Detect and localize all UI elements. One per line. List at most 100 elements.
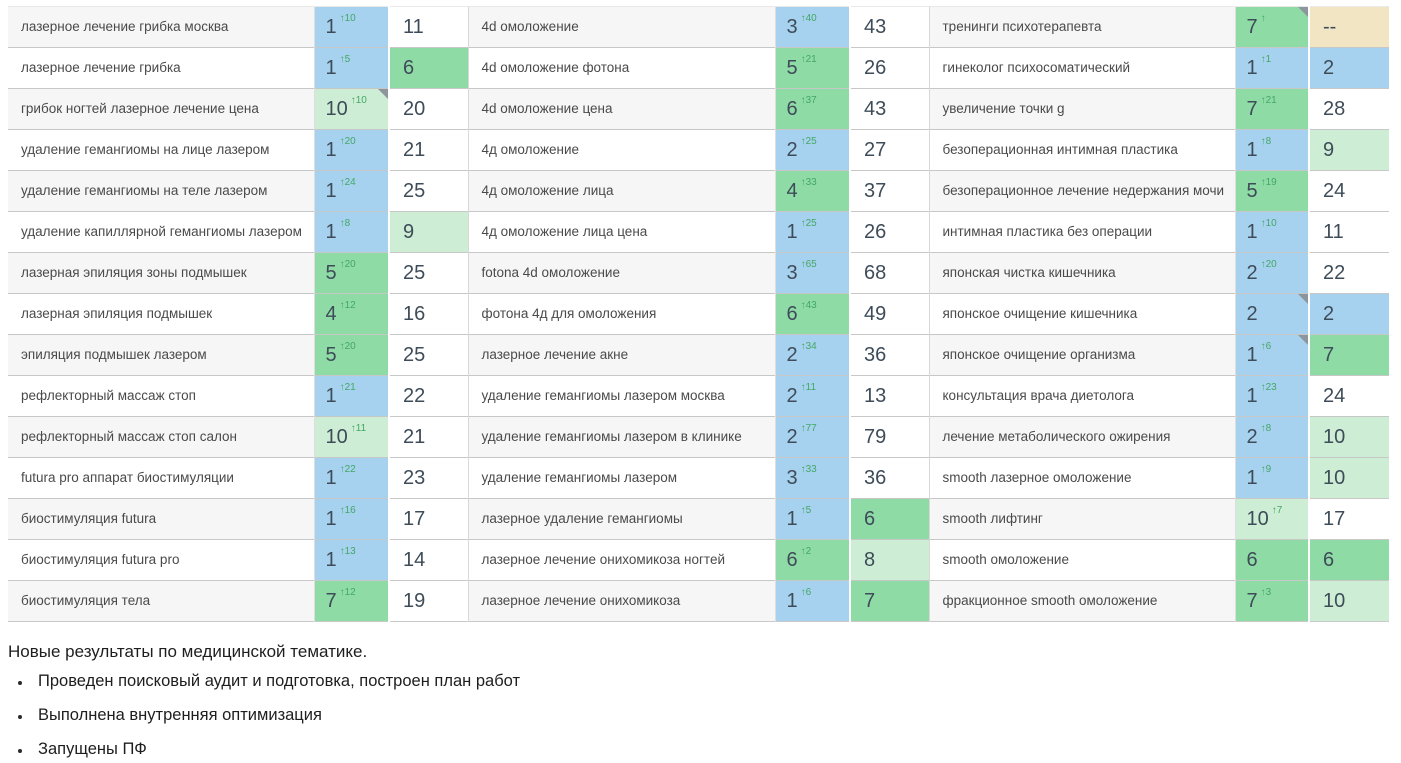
keyword-text: увеличение точки g bbox=[942, 101, 1065, 116]
previous-position-value: 68 bbox=[864, 261, 887, 284]
position-cell: 2 ↑8 bbox=[1234, 416, 1309, 458]
table-row: биостимуляция futura 1 ↑16 17 лазерное удале… bbox=[8, 498, 1389, 540]
position-change-badge: ↑5 bbox=[339, 53, 351, 65]
keyword-cell: удаление гемангиомы на теле лазером bbox=[8, 170, 314, 212]
keyword-text: 4д омоложение лица bbox=[481, 183, 614, 198]
previous-position-cell: 43 bbox=[849, 88, 929, 130]
position-cell: 1 ↑6 bbox=[1234, 334, 1309, 376]
position-value: 1 bbox=[325, 384, 337, 407]
position-change-badge: ↑21 bbox=[339, 381, 356, 393]
corner-marker-icon bbox=[1298, 335, 1308, 345]
keyword-cell: удаление гемангиомы на лице лазером bbox=[8, 129, 314, 171]
position-cell: 6 ↑2 bbox=[774, 539, 850, 581]
keyword-cell: 4d омоложение bbox=[467, 6, 775, 48]
previous-position-cell: 6 bbox=[1308, 539, 1389, 581]
position-cell: 6 ↑43 bbox=[774, 293, 850, 335]
keyword-text: биостимуляция futura pro bbox=[21, 552, 180, 567]
previous-position-cell: 13 bbox=[849, 375, 929, 417]
keyword-cell: лазерное лечение грибка bbox=[8, 47, 314, 89]
position-value: 1 bbox=[1246, 343, 1258, 366]
position-cell: 1 ↑8 bbox=[1234, 129, 1309, 171]
position-cell: 4 ↑33 bbox=[774, 170, 850, 212]
position-cell: 2 ↑34 bbox=[774, 334, 850, 376]
keyword-text: лазерное лечение акне bbox=[481, 347, 629, 362]
previous-position-value: 8 bbox=[864, 548, 876, 571]
position-cell: 6 bbox=[1234, 539, 1309, 581]
keyword-cell: рефлекторный массаж стоп салон bbox=[8, 416, 314, 458]
keyword-cell: fotona 4d омоложение bbox=[467, 252, 775, 294]
keyword-cell: удаление гемангиомы лазером bbox=[467, 457, 775, 499]
position-cell: 3 ↑65 bbox=[774, 252, 850, 294]
position-cell: 1 ↑13 bbox=[313, 539, 389, 581]
keyword-text: тренинги психотерапевта bbox=[942, 19, 1102, 34]
previous-position-value: 9 bbox=[403, 220, 415, 243]
summary-list: Проведен поисковый аудит и подготовка, п… bbox=[8, 672, 1401, 759]
corner-marker-icon bbox=[1298, 7, 1308, 17]
table-row: futura pro аппарат биостимуляции 1 ↑22 23 уд… bbox=[8, 457, 1389, 499]
position-change-badge: ↑3 bbox=[1260, 586, 1272, 598]
table-row: рефлекторный массаж стоп 1 ↑21 22 удаление г… bbox=[8, 375, 1389, 417]
keyword-cell: консультация врача диетолога bbox=[928, 375, 1235, 417]
keyword-text: биостимуляция futura bbox=[21, 511, 157, 526]
previous-position-cell: 17 bbox=[388, 498, 468, 540]
position-cell: 4 ↑12 bbox=[313, 293, 389, 335]
previous-position-value: 25 bbox=[403, 179, 426, 202]
keyword-text: лазерное лечение грибка москва bbox=[21, 19, 229, 34]
previous-position-cell: 25 bbox=[388, 252, 468, 294]
keyword-text: лазерное лечение онихомикоза ногтей bbox=[481, 552, 726, 567]
keyword-text: удаление капиллярной гемангиомы лазером bbox=[21, 224, 302, 239]
position-change-badge: ↑12 bbox=[339, 586, 356, 598]
position-value: 7 bbox=[1246, 97, 1258, 120]
keyword-text: 4д омоложение bbox=[481, 142, 580, 157]
keyword-text: лазерное удаление гемангиомы bbox=[481, 511, 683, 526]
keyword-text: лазерная эпиляция подмышек bbox=[21, 306, 213, 321]
table-row: грибок ногтей лазерное лечение цена 10 ↑10… bbox=[8, 88, 1389, 130]
position-cell: 1 ↑16 bbox=[313, 498, 389, 540]
previous-position-cell: 21 bbox=[388, 129, 468, 171]
keyword-text: фракционное smooth омоложение bbox=[942, 593, 1158, 608]
previous-position-value: 27 bbox=[864, 138, 887, 161]
keyword-text: биостимуляция тела bbox=[21, 593, 151, 608]
table-row: эпиляция подмышек лазером 5 ↑20 25 лазерное … bbox=[8, 334, 1389, 376]
previous-position-cell: 7 bbox=[849, 580, 929, 622]
keyword-text: японское очищение кишечника bbox=[942, 306, 1138, 321]
keyword-cell: тренинги психотерапевта bbox=[928, 6, 1235, 48]
position-value: 2 bbox=[1246, 425, 1258, 448]
position-cell: 10 ↑10 bbox=[313, 88, 389, 130]
previous-position-cell: 20 bbox=[388, 88, 468, 130]
summary-bullet: Запущены ПФ bbox=[32, 740, 1401, 759]
previous-position-cell: 6 bbox=[849, 498, 929, 540]
keyword-cell: безоперационная интимная пластика bbox=[928, 129, 1235, 171]
keyword-text: удаление гемангиомы лазером москва bbox=[481, 388, 725, 403]
keyword-cell: лазерное лечение грибка москва bbox=[8, 6, 314, 48]
position-cell: 2 bbox=[1234, 293, 1309, 335]
keyword-text: рефлекторный массаж стоп bbox=[21, 388, 196, 403]
previous-position-value: -- bbox=[1323, 15, 1337, 38]
previous-position-cell: 2 bbox=[1308, 47, 1389, 89]
position-cell: 1 ↑6 bbox=[774, 580, 850, 622]
keyword-positions-table: лазерное лечение грибка москва 1 ↑10 11 4d о… bbox=[8, 6, 1389, 622]
table-row: лазерная эпиляция зоны подмышек 5 ↑20 25 fot… bbox=[8, 252, 1389, 294]
previous-position-value: 21 bbox=[403, 138, 426, 161]
summary-bullet-text: Запущены ПФ bbox=[38, 740, 147, 758]
keyword-cell: японская чистка кишечника bbox=[928, 252, 1235, 294]
keyword-text: интимная пластика без операции bbox=[942, 224, 1153, 239]
previous-position-value: 11 bbox=[403, 15, 424, 38]
position-cell: 5 ↑19 bbox=[1234, 170, 1309, 212]
keyword-text: 4d омоложение bbox=[481, 19, 579, 34]
previous-position-cell: 24 bbox=[1308, 375, 1389, 417]
previous-position-value: 10 bbox=[1323, 425, 1346, 448]
position-cell: 1 ↑5 bbox=[774, 498, 850, 540]
table-row: лазерное лечение грибка 1 ↑5 6 4d омоложение… bbox=[8, 47, 1389, 89]
previous-position-cell: 10 bbox=[1308, 457, 1389, 499]
previous-position-value: 22 bbox=[1323, 261, 1346, 284]
previous-position-value: 19 bbox=[403, 589, 426, 612]
previous-position-value: 2 bbox=[1323, 56, 1335, 79]
keyword-cell: futura pro аппарат биостимуляции bbox=[8, 457, 314, 499]
previous-position-value: 26 bbox=[864, 220, 887, 243]
position-change-badge: ↑11 bbox=[350, 422, 367, 434]
position-cell: 5 ↑20 bbox=[313, 334, 389, 376]
position-value: 6 bbox=[786, 302, 798, 325]
previous-position-value: 49 bbox=[864, 302, 887, 325]
previous-position-cell: 22 bbox=[1308, 252, 1389, 294]
